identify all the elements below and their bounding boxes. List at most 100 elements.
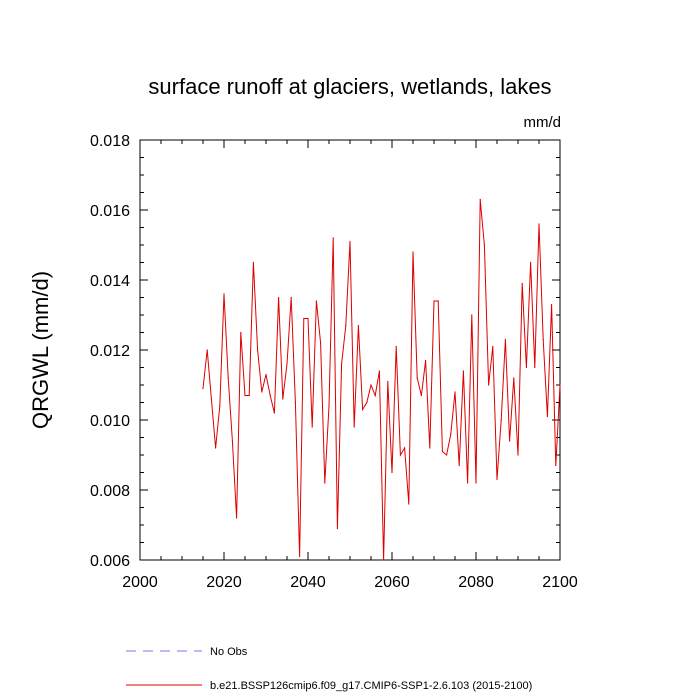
units-label: mm/d (524, 114, 562, 131)
data-point (471, 314, 473, 316)
y-tick-label: 0.010 (90, 413, 130, 430)
data-point (530, 261, 532, 264)
data-point (290, 296, 292, 299)
data-point (437, 300, 439, 302)
data-point (328, 405, 330, 407)
data-point (345, 324, 347, 327)
data-point (311, 426, 313, 428)
y-axis-label: QRGWL (mm/d) (28, 271, 53, 429)
x-tick-label: 2100 (542, 574, 578, 591)
data-point (349, 240, 351, 243)
data-point (236, 517, 238, 519)
data-point (383, 559, 385, 561)
data-point (416, 377, 418, 379)
x-tick-label: 2040 (290, 574, 326, 591)
axis-ticks (139, 139, 561, 561)
data-point (261, 391, 263, 393)
data-point (336, 527, 338, 530)
legend-label-model: b.e21.BSSP126cmip6.f09_g17.CMIP6-SSP1-2.… (210, 680, 532, 692)
data-point (559, 384, 561, 386)
x-tick-label: 2020 (206, 574, 242, 591)
data-point (450, 433, 452, 435)
data-point (479, 198, 481, 201)
y-tick-label: 0.014 (90, 273, 130, 290)
data-point (227, 377, 229, 379)
data-point (395, 345, 397, 348)
data-point (387, 380, 389, 383)
data-point (412, 251, 414, 253)
data-point (324, 482, 326, 484)
y-tick-label: 0.018 (90, 133, 130, 150)
data-point (362, 408, 364, 411)
data-point (265, 373, 267, 376)
data-point (278, 296, 280, 299)
data-point (303, 317, 305, 320)
data-point (391, 471, 393, 474)
data-point (500, 419, 502, 421)
data-point (496, 478, 498, 481)
data-point (446, 454, 448, 456)
data-point (462, 370, 464, 372)
data-point (299, 555, 301, 558)
data-point (492, 345, 494, 348)
data-point (538, 223, 540, 225)
data-point (257, 349, 259, 351)
data-point (504, 338, 506, 341)
data-point (357, 324, 359, 327)
data-point (206, 349, 208, 351)
data-point (252, 261, 254, 264)
data-point (219, 405, 221, 407)
data-point (420, 394, 422, 397)
data-point (483, 244, 485, 246)
tick-labels: 2000 2020 2040 2060 2080 2100 0.006 0.008 0.010 0… (90, 133, 578, 591)
data-point (315, 300, 317, 302)
data-point (244, 394, 246, 397)
legend: No Obs b.e21.BSSP126cmip6.f09_g17.CMIP6-… (126, 646, 532, 692)
data-point (320, 342, 322, 344)
data-point (425, 359, 427, 362)
data-point (534, 366, 536, 369)
data-point (542, 338, 544, 341)
data-point (551, 303, 553, 306)
data-point (404, 447, 406, 449)
data-point (517, 454, 519, 456)
data-point (307, 317, 309, 320)
data-point (370, 384, 372, 386)
data-point (378, 370, 380, 372)
x-tick-label: 2060 (374, 574, 410, 591)
data-point (273, 412, 275, 414)
data-point (555, 464, 557, 467)
data-point (269, 394, 271, 397)
data-point (521, 282, 523, 285)
data-point (475, 482, 477, 484)
data-point (429, 447, 431, 449)
chart-title: surface runoff at glaciers, wetlands, la… (148, 74, 551, 99)
data-point (488, 384, 490, 386)
data-point (458, 464, 460, 467)
data-point (210, 398, 212, 400)
data-point (231, 440, 233, 442)
data-point (202, 387, 204, 390)
series-line (202, 199, 561, 561)
data-point (513, 377, 515, 379)
data-point (408, 503, 410, 505)
y-tick-label: 0.006 (90, 553, 130, 570)
data-point (509, 440, 511, 442)
data-point (332, 237, 334, 239)
data-point (525, 366, 528, 369)
data-point (366, 401, 368, 404)
data-point (341, 363, 343, 365)
plot-frame (139, 139, 561, 561)
data-point (240, 331, 242, 334)
data-point (399, 454, 401, 456)
data-point (454, 391, 456, 393)
data-point (546, 415, 549, 418)
data-point (215, 447, 217, 449)
data-point (223, 293, 225, 295)
data-point (467, 482, 469, 484)
y-tick-label: 0.008 (90, 483, 130, 500)
x-tick-label: 2000 (122, 574, 158, 591)
data-point (248, 394, 250, 397)
data-point (282, 398, 284, 400)
